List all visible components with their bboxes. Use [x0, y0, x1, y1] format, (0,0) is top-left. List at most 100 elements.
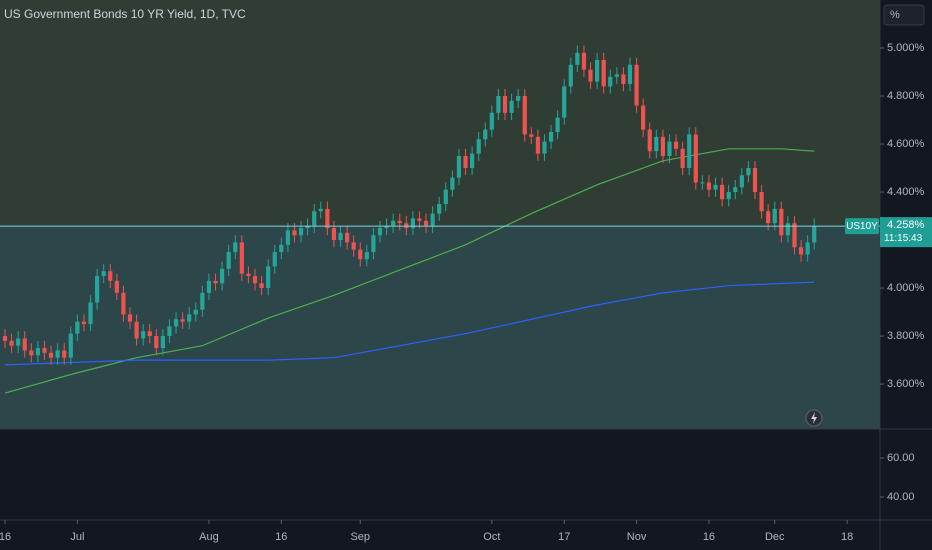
candle-body [601, 60, 606, 87]
candle-body [377, 228, 383, 236]
y-tick-label: 5.000% [887, 42, 925, 54]
candle-body [252, 276, 258, 284]
candle-body [88, 302, 93, 325]
candle-body [81, 321, 87, 325]
y-tick-label: 4.400% [887, 186, 925, 198]
candle-body [266, 266, 271, 289]
candle-body [173, 319, 179, 327]
candle-body [476, 139, 481, 154]
candle-body [575, 52, 580, 65]
candle-body [588, 69, 593, 82]
candle-body [595, 60, 600, 82]
candle-body [371, 235, 376, 253]
candle-body [410, 218, 415, 229]
candle-body [667, 141, 672, 157]
candle-body [246, 273, 251, 277]
candle-body [417, 218, 422, 221]
candle-body [154, 336, 159, 349]
candle-body [673, 141, 679, 149]
candle-body [779, 208, 784, 236]
candle-body [16, 338, 21, 346]
candle-body [298, 228, 304, 236]
candle-body [134, 321, 139, 339]
candle-body [279, 244, 284, 253]
candle-body [568, 64, 573, 87]
y-tick-label: 3.800% [887, 330, 925, 342]
candle-body [608, 76, 613, 87]
candle-body [805, 242, 810, 255]
candle-body [581, 52, 587, 70]
candle-body [483, 129, 488, 140]
candle-body [522, 96, 527, 135]
candle-body [180, 319, 185, 322]
candle-body [108, 271, 113, 281]
candle-body [233, 242, 238, 253]
candle-body [660, 136, 665, 157]
candle-body [272, 252, 277, 267]
y-tick-label: 4.000% [887, 282, 925, 294]
x-tick-label: 17 [558, 531, 570, 543]
candle-body [785, 223, 790, 236]
candle-body [259, 283, 264, 289]
candle-body [693, 134, 698, 183]
price-badge [880, 217, 932, 248]
x-tick-label: Aug [199, 531, 219, 543]
candle-body [160, 336, 165, 349]
candle-body [127, 314, 133, 322]
candle-body [739, 175, 744, 188]
candle-body [502, 96, 508, 113]
candle-body [470, 153, 475, 169]
candle-body [772, 208, 777, 224]
lower-pane [0, 429, 880, 520]
candle-body [450, 177, 455, 190]
candle-body [187, 314, 192, 322]
candle-body [318, 208, 323, 212]
candle-body [75, 321, 80, 334]
candle-body [325, 208, 330, 229]
candle-body [312, 211, 317, 226]
candle-body [358, 249, 363, 260]
last-price-label: 4.258% [887, 219, 925, 231]
candle-body [68, 333, 73, 358]
candle-body [55, 350, 60, 358]
candle-body [509, 100, 514, 113]
candle-body [101, 271, 106, 277]
candle-body [720, 184, 725, 200]
lightning-icon[interactable] [805, 409, 823, 427]
candle-body [792, 223, 797, 248]
candle-body [555, 117, 560, 133]
candle-body [345, 232, 350, 243]
candle-body [496, 96, 501, 113]
x-tick-label: 18 [841, 531, 853, 543]
candle-body [29, 350, 34, 356]
candle-body [200, 292, 205, 310]
candle-body [529, 134, 534, 137]
candle-body [193, 309, 198, 315]
candle-body [766, 211, 771, 224]
candle-body [226, 252, 231, 269]
x-tick-label: Dec [765, 531, 785, 543]
candle-body [95, 276, 100, 303]
candle-body [239, 242, 244, 274]
x-tick-label: Nov [627, 531, 647, 543]
candle-body [141, 331, 146, 339]
y-tick-label: 4.800% [887, 90, 925, 102]
candle-body [338, 232, 343, 241]
candle-body [752, 168, 758, 193]
candle-body [114, 280, 119, 293]
symbol-badge [845, 218, 879, 235]
candle-body [42, 348, 47, 353]
candle-body [726, 192, 731, 200]
candle-body [62, 350, 67, 358]
unit-button[interactable] [883, 4, 925, 26]
candle-body [351, 242, 356, 250]
candle-body [397, 220, 402, 224]
x-tick-label: 16 [0, 531, 11, 543]
unit-label: % [890, 9, 900, 21]
candle-body [634, 64, 639, 106]
candle-body [331, 228, 337, 241]
candle-body [542, 141, 547, 154]
candle-body [437, 204, 442, 214]
candle-body [391, 220, 396, 226]
